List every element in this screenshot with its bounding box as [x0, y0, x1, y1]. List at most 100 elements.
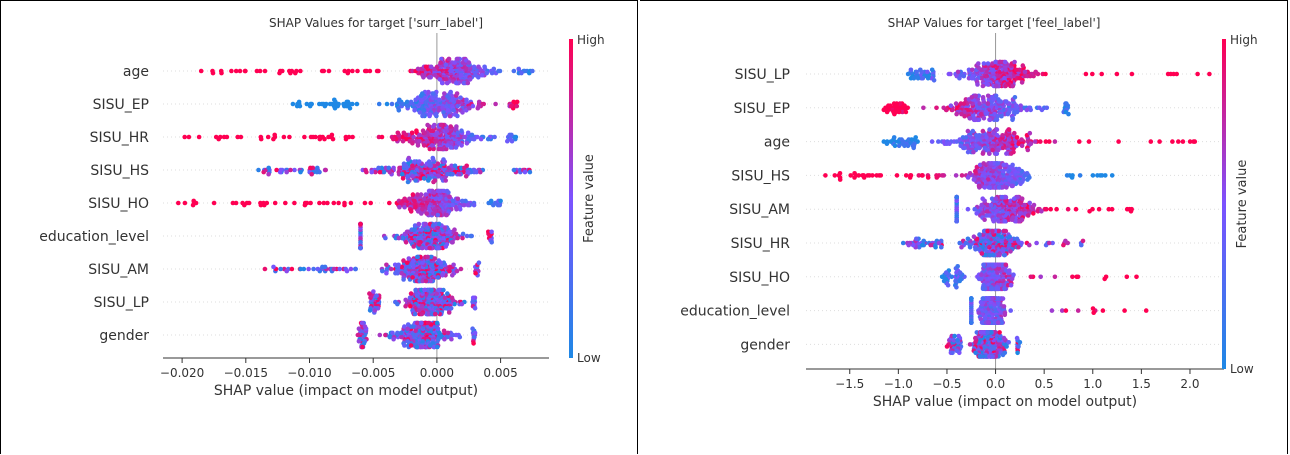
shap-point: [1020, 179, 1025, 184]
shap-point: [1073, 206, 1079, 212]
shap-point: [428, 64, 434, 70]
shap-point: [899, 137, 904, 142]
shap-point: [852, 175, 857, 180]
shap-point: [977, 354, 982, 359]
shap-point: [993, 196, 999, 201]
shap-point: [427, 112, 433, 117]
shap-point: [881, 139, 887, 144]
shap-point: [989, 95, 995, 100]
shap-point: [1007, 234, 1012, 239]
shap-point: [1064, 101, 1069, 106]
shap-point: [1039, 209, 1044, 214]
shap-point: [920, 75, 926, 81]
shap-point: [484, 70, 490, 76]
shap-point: [414, 128, 419, 133]
shap-point: [979, 251, 985, 256]
shap-point: [413, 287, 418, 293]
shap-point: [1025, 213, 1031, 218]
shap-point: [1129, 206, 1134, 212]
shap-point: [444, 188, 450, 194]
shap-point: [981, 262, 987, 268]
shap-point: [443, 178, 449, 183]
shap-point: [336, 200, 341, 206]
shap-point: [476, 64, 481, 70]
shap-point: [436, 108, 442, 113]
feature-label: age: [123, 64, 149, 80]
shap-point: [957, 278, 962, 284]
shap-point: [978, 330, 984, 335]
shap-point: [436, 336, 441, 342]
shap-point: [473, 72, 478, 78]
shap-point: [969, 75, 975, 81]
shap-point: [426, 311, 432, 317]
shap-point: [905, 71, 911, 77]
shap-point: [467, 77, 473, 82]
shap-point: [1049, 308, 1055, 313]
shap-point: [419, 227, 424, 232]
shap-point: [1054, 206, 1059, 212]
shap-point: [233, 200, 239, 206]
shap-point: [353, 266, 359, 272]
shap-point: [400, 101, 405, 107]
shap-point: [416, 245, 422, 251]
shap-point: [308, 200, 313, 206]
shap-point: [359, 320, 365, 326]
shap-point: [302, 134, 307, 140]
shap-point: [934, 105, 939, 111]
shap-point: [918, 67, 923, 73]
shap-point: [965, 175, 971, 180]
shap-point: [980, 196, 985, 201]
shap-point: [326, 68, 332, 74]
shap-point: [1032, 139, 1038, 144]
shap-point: [957, 75, 962, 81]
shap-point: [432, 311, 438, 317]
shap-point: [970, 67, 975, 73]
shap-point: [1000, 296, 1006, 301]
shap-point: [314, 169, 320, 175]
shap-point: [453, 80, 459, 86]
shap-point: [1044, 206, 1049, 212]
shap-point: [470, 103, 476, 109]
feature-dots-age: [881, 127, 1198, 156]
shap-point: [444, 212, 450, 218]
shap-point: [987, 252, 992, 258]
shap-point: [980, 151, 986, 156]
shap-point: [989, 296, 994, 301]
shap-point: [498, 198, 503, 204]
shap-point: [996, 218, 1001, 224]
shap-point: [1017, 75, 1023, 81]
shap-point: [400, 138, 406, 144]
shap-point: [347, 105, 353, 111]
shap-point: [967, 244, 973, 250]
shap-point: [434, 130, 440, 136]
shap-point: [292, 200, 297, 206]
shap-point: [1017, 340, 1023, 345]
shap-point: [272, 132, 278, 138]
shap-point: [344, 268, 350, 274]
shap-point: [421, 75, 426, 80]
shap-point: [350, 68, 355, 74]
shap-point: [350, 101, 355, 107]
shap-point: [271, 136, 276, 142]
shap-point: [953, 101, 959, 106]
shap-point: [1014, 236, 1020, 242]
shap-point: [955, 337, 960, 343]
shap-point: [511, 99, 516, 105]
shap-point: [458, 95, 463, 100]
shap-point: [367, 291, 372, 296]
shap-point: [319, 101, 325, 107]
shap-point: [360, 344, 365, 350]
shap-point: [384, 270, 389, 276]
shap-point: [415, 254, 421, 260]
feature-dots-SISU_EP: [290, 89, 520, 119]
shap-point: [1038, 274, 1043, 280]
shap-point: [1192, 139, 1198, 144]
colorbar-low-label: Low: [1230, 362, 1254, 376]
shap-point: [1018, 103, 1023, 108]
feature-dots-gender: [355, 320, 478, 350]
shap-point: [442, 113, 448, 119]
shap-point: [497, 68, 503, 74]
shap-point: [356, 339, 362, 344]
shap-point: [426, 159, 432, 164]
x-tick-label: 2.0: [1180, 377, 1199, 391]
